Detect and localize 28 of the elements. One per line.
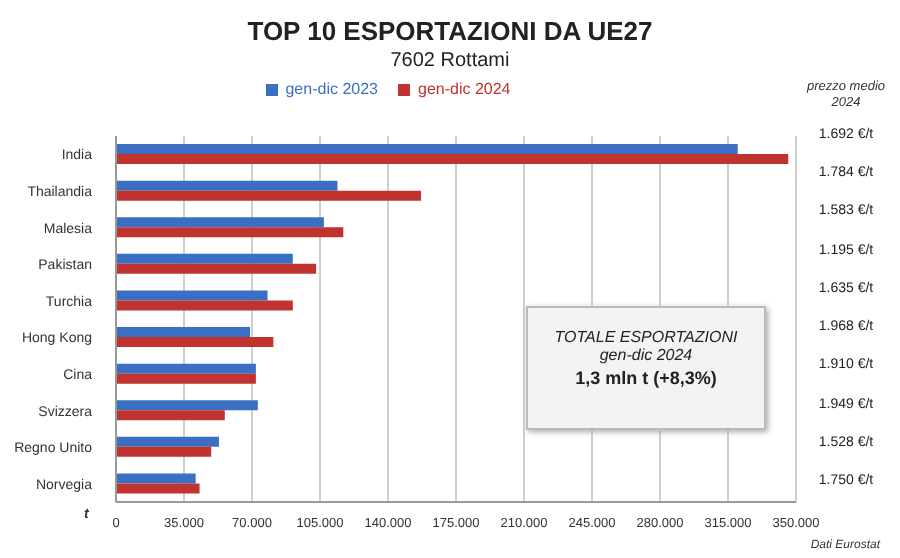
bar	[116, 217, 324, 228]
legend-label: gen-dic 2024	[418, 80, 511, 98]
bar	[116, 154, 789, 165]
bar	[116, 144, 738, 155]
bar	[116, 446, 212, 457]
bar	[116, 483, 200, 494]
annotation: gen-dic 2024	[597, 346, 695, 364]
bar	[116, 373, 256, 384]
bar	[116, 263, 317, 274]
bar	[116, 290, 268, 301]
bar	[116, 253, 293, 264]
annotation: 1,3 mln t (+8,3%)	[573, 368, 719, 388]
bar	[116, 300, 293, 311]
bar	[116, 400, 258, 411]
bar	[116, 227, 344, 238]
bar	[116, 410, 225, 421]
bar	[116, 180, 338, 191]
legend-label: gen-dic 2023	[285, 80, 378, 98]
bar	[116, 337, 274, 348]
chart-subtitle: 7602 Rottami	[388, 50, 512, 72]
annotation: TOTALE ESPORTAZIONI	[552, 328, 740, 346]
bar	[116, 436, 219, 447]
bar	[116, 473, 196, 484]
bar	[116, 327, 251, 338]
summary-box: TOTALE ESPORTAZIONI gen-dic 2024 1,3 mln t (+8,3%)	[526, 306, 766, 430]
bar	[116, 363, 256, 374]
chart-title: TOP 10 ESPORTAZIONI DA UE27	[245, 16, 655, 46]
bar	[116, 190, 422, 201]
